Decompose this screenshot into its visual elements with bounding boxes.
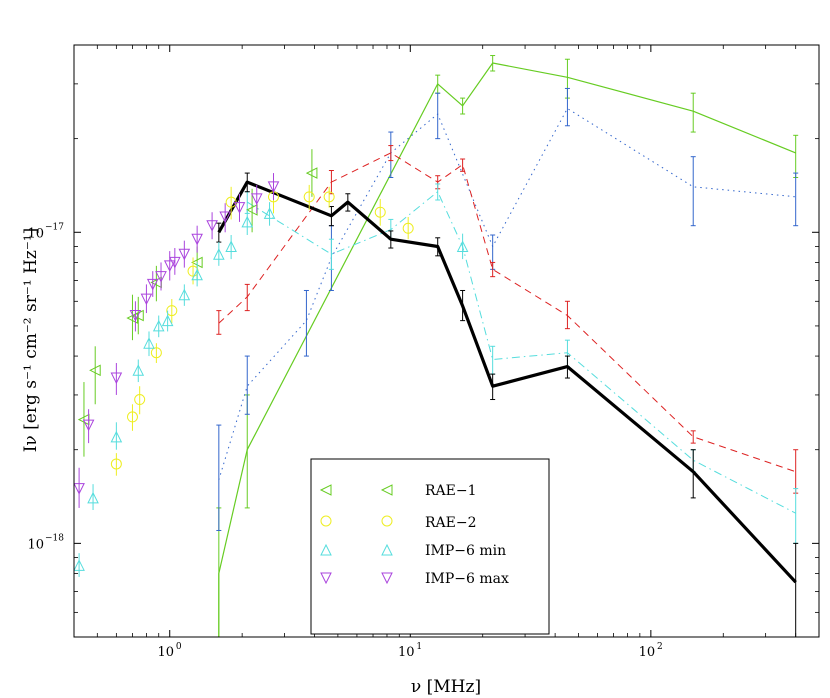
- y-tick-label-exponent: −18: [45, 533, 64, 543]
- x-tick-label-exponent: 0: [176, 642, 182, 652]
- point-IMP-6 max: [206, 220, 218, 232]
- legend-box: [310, 458, 550, 635]
- y-tick-label: 10: [27, 537, 44, 552]
- point-IMP-6 max: [233, 202, 246, 214]
- y-tick-label: 10: [27, 226, 44, 241]
- point-IMP-6 min: [132, 364, 145, 376]
- point-RAE-2: [166, 305, 178, 317]
- point-IMP-6 max: [267, 181, 280, 193]
- point-IMP-6 max: [250, 193, 263, 206]
- point-IMP-6 min: [143, 337, 155, 349]
- marker-layer: [74, 149, 469, 577]
- point-IMP-6 max: [82, 419, 95, 432]
- x-axis-label: ν [MHz]: [411, 677, 481, 697]
- point-IMP-6 min: [213, 248, 225, 260]
- legend-label-imp6min: IMP−6 min: [425, 543, 506, 559]
- point-RAE-2: [134, 394, 146, 406]
- legend: RAE−1 RAE−2 IMP−6 min IMP−6 max: [310, 458, 550, 635]
- point-RAE-2: [225, 196, 237, 208]
- point-IMP-6 max: [169, 256, 181, 269]
- point-IMP-6 min: [241, 215, 254, 228]
- point-IMP-6 min: [161, 314, 174, 327]
- point-IMP-6 max: [140, 293, 153, 306]
- legend-label-imp6max: IMP−6 max: [425, 571, 509, 587]
- legend-label-rae1: RAE−1: [425, 483, 477, 499]
- legend-marker-left: [319, 484, 332, 496]
- point-RAE-2: [150, 347, 162, 359]
- point-IMP-6 max: [219, 211, 231, 224]
- point-IMP-6 min: [152, 319, 165, 332]
- x-tick-label-exponent: 1: [416, 642, 422, 652]
- legend-marker-left: [320, 515, 332, 527]
- point-RAE-1: [305, 167, 318, 179]
- legend-marker-left: [320, 543, 332, 556]
- y-axis-label: Iν [erg s⁻¹ cm⁻² sr⁻¹ Hz⁻¹]: [21, 228, 41, 453]
- x-tick-label: 10: [398, 645, 415, 660]
- point-RAE-1: [132, 309, 144, 322]
- point-IMP-6 max: [155, 271, 167, 283]
- point-IMP-6 max: [191, 233, 203, 246]
- point-IMP-6 max: [74, 483, 85, 495]
- series-line-blue-dotted: [218, 108, 796, 481]
- series-line-red-dashed: [218, 152, 796, 473]
- point-RAE-2: [126, 411, 138, 423]
- point-RAE-2: [374, 206, 386, 218]
- axes-frame: [73, 44, 820, 638]
- legend-marker-left: [320, 572, 332, 585]
- point-IMP-6 min: [456, 240, 469, 253]
- legend-marker-right: [380, 484, 393, 496]
- point-IMP-6 min: [263, 207, 276, 219]
- point-RAE-2: [323, 191, 335, 203]
- point-IMP-6 min: [87, 491, 99, 504]
- point-IMP-6 max: [146, 278, 159, 291]
- legend-marker-right: [381, 543, 393, 556]
- legend-marker-right: [381, 515, 393, 527]
- point-IMP-6 min: [110, 430, 123, 443]
- point-IMP-6 min: [178, 288, 191, 301]
- point-IMP-6 max: [110, 372, 123, 385]
- plot-area: [216, 55, 799, 637]
- legend-label-rae2: RAE−2: [425, 515, 477, 531]
- point-IMP-6 max: [129, 310, 142, 322]
- x-tick-label-exponent: 2: [657, 642, 663, 652]
- point-IMP-6 max: [163, 260, 176, 272]
- point-RAE-2: [402, 222, 414, 234]
- point-IMP-6 min: [74, 559, 85, 571]
- point-RAE-1: [89, 364, 101, 377]
- point-RAE-2: [303, 191, 315, 203]
- point-IMP-6 min: [191, 268, 203, 281]
- point-IMP-6 max: [178, 248, 191, 261]
- x-tick-label: 10: [639, 645, 656, 660]
- legend-marker-right: [381, 572, 393, 585]
- point-IMP-6 min: [225, 240, 237, 253]
- x-tick-label: 10: [157, 645, 174, 660]
- y-tick-label-exponent: −17: [45, 222, 64, 232]
- point-RAE-2: [110, 458, 122, 470]
